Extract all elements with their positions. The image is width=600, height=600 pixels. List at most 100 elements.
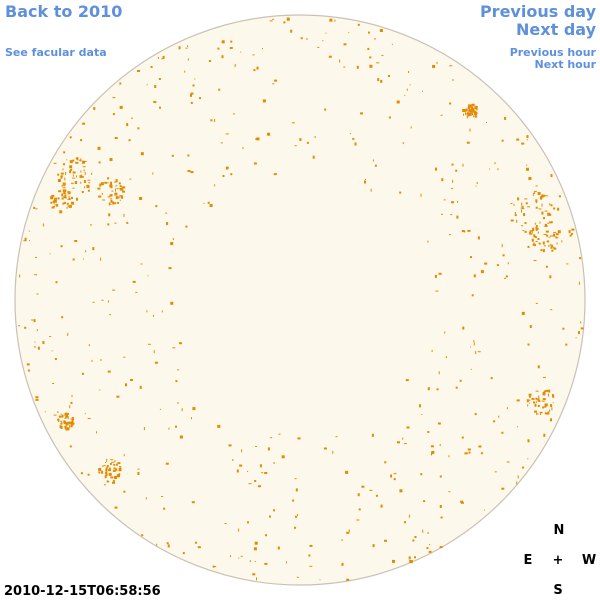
facula [527, 206, 531, 208]
previous-hour-link[interactable]: Previous hour [510, 46, 597, 59]
facula [221, 55, 224, 59]
facula [550, 174, 553, 178]
facula [399, 191, 402, 194]
next-day-link[interactable]: Next day [516, 20, 597, 39]
facula [477, 236, 480, 240]
facula [91, 172, 93, 175]
facula [457, 200, 459, 203]
facula [108, 469, 112, 472]
facula [343, 66, 346, 68]
facula [31, 319, 34, 321]
facula [408, 514, 410, 518]
facula [502, 254, 505, 257]
facula [341, 539, 343, 542]
facula [114, 202, 117, 205]
facula [501, 244, 503, 248]
facula [540, 412, 542, 416]
facula [475, 107, 478, 110]
facula [272, 18, 275, 20]
facula [467, 112, 469, 116]
facula [81, 191, 84, 193]
facula [61, 316, 64, 319]
next-hour-link[interactable]: Next hour [535, 58, 597, 71]
facula [408, 556, 411, 560]
facula [170, 242, 174, 245]
facula [60, 426, 63, 429]
facula [557, 230, 561, 234]
facula [24, 237, 27, 241]
facula [71, 202, 75, 205]
back-link[interactable]: Back to 2010 [5, 2, 122, 21]
facula [534, 244, 536, 247]
facula [60, 415, 62, 418]
facula [513, 203, 515, 206]
facula [24, 326, 27, 329]
facula [66, 202, 69, 205]
facula [126, 221, 129, 224]
facula [517, 197, 520, 201]
facula [546, 234, 549, 237]
facula [104, 475, 107, 479]
facula [522, 208, 525, 210]
facula [549, 221, 552, 224]
facula [297, 513, 298, 516]
facula [444, 331, 446, 334]
facula [540, 195, 544, 198]
facula [155, 205, 158, 208]
solar-disk [14, 14, 586, 586]
facula [506, 407, 508, 410]
facula [42, 223, 44, 227]
facula [191, 501, 195, 504]
facula [229, 47, 233, 49]
facula [470, 256, 472, 259]
facula [170, 301, 174, 305]
facula [69, 405, 71, 409]
facula [70, 168, 73, 171]
facula [112, 97, 116, 99]
facula [550, 244, 553, 247]
previous-day-link[interactable]: Previous day [480, 2, 597, 21]
facula [380, 504, 383, 508]
facula [534, 403, 537, 407]
facula [249, 560, 251, 563]
facula [531, 397, 535, 400]
facula [538, 242, 541, 245]
facular-link[interactable]: See facular data [5, 46, 107, 59]
facula [199, 97, 201, 100]
facula [232, 113, 235, 115]
facula [69, 424, 71, 428]
facula [541, 203, 543, 207]
facula [404, 521, 406, 524]
facula [356, 65, 359, 69]
facula [143, 427, 145, 431]
facula [544, 405, 547, 408]
facula [514, 214, 517, 217]
facula [535, 185, 538, 187]
facula [352, 137, 355, 140]
facula [71, 197, 73, 199]
facula [414, 556, 416, 559]
facula [69, 136, 72, 139]
facula [295, 488, 298, 492]
facula [65, 427, 69, 431]
facula [475, 106, 478, 109]
facula [547, 212, 551, 216]
facula [542, 398, 546, 401]
facula [190, 101, 193, 104]
facula [579, 257, 582, 260]
facula [108, 467, 111, 470]
facula [552, 402, 554, 404]
facula [99, 183, 102, 187]
facula [109, 202, 111, 205]
facula [26, 363, 30, 366]
facula [357, 23, 360, 26]
facula [537, 365, 540, 369]
facula [527, 458, 529, 460]
facula [78, 159, 82, 161]
facula [423, 500, 426, 503]
facula [436, 388, 439, 391]
facula [172, 238, 174, 241]
facula [98, 468, 102, 471]
facula [527, 439, 530, 443]
facula [357, 493, 360, 497]
